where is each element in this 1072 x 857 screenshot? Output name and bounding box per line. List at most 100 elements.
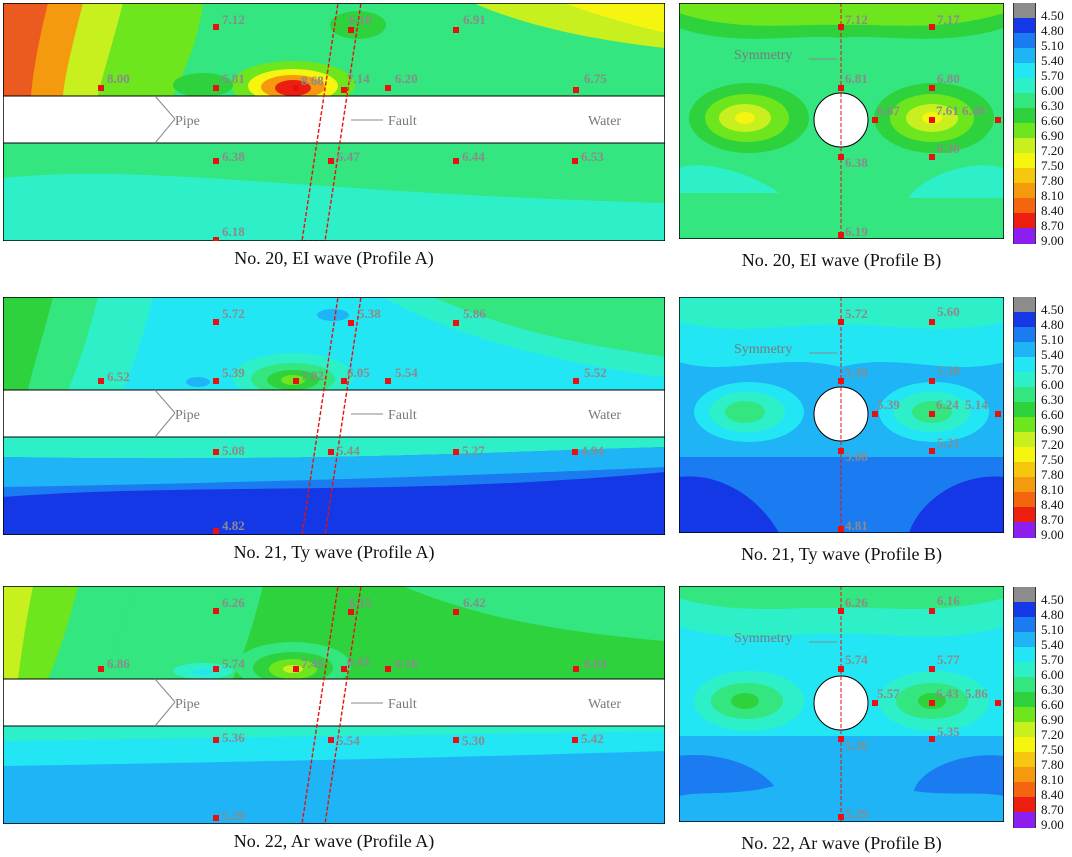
colorbar-tick-label: 4.80	[1041, 23, 1064, 38]
colorbar-tick-label: 9.00	[1041, 527, 1064, 542]
measurement-points: 7.12 7.17 6.81 6.80 6.67 7.61 6.40 6.38 …	[838, 12, 1001, 239]
colorbar-tick-label: 8.10	[1041, 482, 1064, 497]
svg-text:5.39: 5.39	[845, 365, 868, 380]
svg-text:6.80: 6.80	[937, 71, 960, 86]
svg-text:6.19: 6.19	[845, 224, 868, 239]
colorbar-swatch	[1013, 108, 1036, 124]
colorbar-swatch	[1013, 417, 1036, 433]
pipe-label: Pipe	[175, 408, 200, 423]
colorbar-tick-label: 5.70	[1041, 68, 1064, 83]
svg-text:6.52: 6.52	[107, 369, 130, 384]
colorbar-swatch	[1013, 632, 1036, 648]
svg-text:6.75: 6.75	[584, 71, 607, 86]
colorbar-swatch	[1013, 93, 1036, 109]
svg-text:5.86: 5.86	[463, 306, 486, 321]
measurement-points: 6.26 6.16 5.74 5.77 5.57 6.43 5.86 5.36 …	[838, 593, 1001, 821]
colorbar-tick-label: 7.80	[1041, 757, 1064, 772]
colorbar-tick-label: 9.00	[1041, 817, 1064, 832]
svg-text:6.91: 6.91	[463, 12, 486, 27]
svg-text:6.16: 6.16	[937, 593, 960, 608]
fault-label: Fault	[388, 697, 417, 712]
svg-text:6.47: 6.47	[337, 149, 360, 164]
svg-text:6.26: 6.26	[845, 595, 868, 610]
colorbar-swatch	[1013, 327, 1036, 343]
colorbar-swatch	[1013, 782, 1036, 798]
colorbar-tick-label: 6.00	[1041, 377, 1064, 392]
svg-text:5.27: 5.27	[462, 443, 485, 458]
svg-text:5.72: 5.72	[222, 306, 245, 321]
colorbar-swatch	[1013, 432, 1036, 448]
pipe-arrow	[154, 678, 176, 703]
colorbar-row-1: 4.50 4.80 5.10 5.40 5.70 6.00 6.30 6.60 6.90 7.20…	[1013, 3, 1071, 248]
svg-text:6.86: 6.86	[107, 656, 130, 671]
colorbar-tick-label: 6.90	[1041, 128, 1064, 143]
colorbar-swatch	[1013, 722, 1036, 738]
contour-panel-20-profile-b: Symmetry 7.12 7.17 6.81 6.80 6.67 7.61 6…	[679, 3, 1004, 270]
svg-text:5.36: 5.36	[222, 730, 245, 745]
colorbar-swatch	[1013, 402, 1036, 418]
colorbar-swatch	[1013, 297, 1036, 313]
colorbar-tick-label: 7.50	[1041, 742, 1064, 757]
svg-text:5.38: 5.38	[937, 363, 960, 378]
colorbar-swatch	[1013, 213, 1036, 229]
colorbar-tick-label: 5.10	[1041, 38, 1064, 53]
pipe-arrow	[154, 95, 176, 120]
colorbar-tick-label: 5.10	[1041, 622, 1064, 637]
colorbar-tick-label: 7.80	[1041, 173, 1064, 188]
water-label: Water	[588, 114, 621, 129]
colorbar-swatch	[1013, 707, 1036, 723]
colorbar-tick-label: 8.40	[1041, 203, 1064, 218]
colorbar-tick-label: 4.50	[1041, 302, 1064, 317]
pipe-label: Pipe	[175, 114, 200, 129]
svg-text:5.74: 5.74	[845, 652, 868, 667]
measurement-points: 5.72 5.60 5.39 5.38 5.39 6.24 5.14 5.08 …	[838, 304, 1001, 533]
svg-text:6.81: 6.81	[222, 71, 245, 86]
svg-text:6.18: 6.18	[222, 224, 245, 239]
colorbar-swatch	[1013, 602, 1036, 618]
svg-text:6.38: 6.38	[845, 155, 868, 170]
svg-text:5.42: 5.42	[581, 731, 604, 746]
svg-text:6.24: 6.24	[936, 397, 959, 412]
colorbar-tick-label: 9.00	[1041, 233, 1064, 248]
contour-plot: Pipe Fault Water 7.12 6.10 6.91 8.00 6.8…	[3, 3, 665, 241]
svg-text:7.12: 7.12	[222, 12, 245, 27]
svg-text:6.20: 6.20	[395, 71, 418, 86]
svg-text:8.68: 8.68	[301, 73, 324, 88]
colorbar-swatch	[1013, 342, 1036, 358]
colorbar-swatch	[1013, 138, 1036, 154]
colorbar-tick-label: 8.70	[1041, 802, 1064, 817]
svg-text:7.14: 7.14	[347, 71, 370, 86]
svg-text:5.08: 5.08	[845, 449, 868, 464]
symmetry-label: Symmetry	[734, 342, 792, 357]
svg-text:7.61: 7.61	[936, 103, 959, 118]
symmetry-label: Symmetry	[734, 631, 792, 646]
colorbar-tick-label: 7.80	[1041, 467, 1064, 482]
colorbar-tick-label: 6.60	[1041, 407, 1064, 422]
svg-text:6.42: 6.42	[463, 595, 486, 610]
svg-text:5.54: 5.54	[337, 733, 360, 748]
colorbar-swatch	[1013, 3, 1036, 19]
measurement-points: 5.72 5.38 5.86 6.52 5.39 7.02 6.05 5.54 …	[98, 306, 607, 534]
colorbar-swatch	[1013, 372, 1036, 388]
colorbar-tick-label: 6.00	[1041, 83, 1064, 98]
svg-text:5.29: 5.29	[845, 806, 868, 821]
svg-text:4.81: 4.81	[845, 518, 868, 533]
colorbar-tick-label: 8.10	[1041, 772, 1064, 787]
colorbar-tick-label: 7.50	[1041, 452, 1064, 467]
colorbar-tick-label: 6.60	[1041, 113, 1064, 128]
colorbar-swatch	[1013, 677, 1036, 693]
contour-panel-22-profile-b: Symmetry 6.26 6.16 5.74 5.77 5.57 6.43 5…	[679, 586, 1004, 853]
svg-text:8.00: 8.00	[107, 71, 130, 86]
svg-text:5.08: 5.08	[222, 443, 245, 458]
pipe-label: Pipe	[175, 697, 200, 712]
colorbar-tick-label: 6.90	[1041, 712, 1064, 727]
svg-text:5.52: 5.52	[584, 365, 607, 380]
colorbar-row-2: 4.50 4.80 5.10 5.40 5.70 6.00 6.30 6.60 6.90 7.20…	[1013, 297, 1071, 542]
svg-text:6.15: 6.15	[349, 595, 372, 610]
colorbar-swatch	[1013, 752, 1036, 768]
colorbar-swatch	[1013, 617, 1036, 633]
colorbar-swatch	[1013, 63, 1036, 79]
svg-text:6.03: 6.03	[584, 656, 607, 671]
colorbar-swatch	[1013, 812, 1036, 828]
svg-text:6.38: 6.38	[222, 149, 245, 164]
